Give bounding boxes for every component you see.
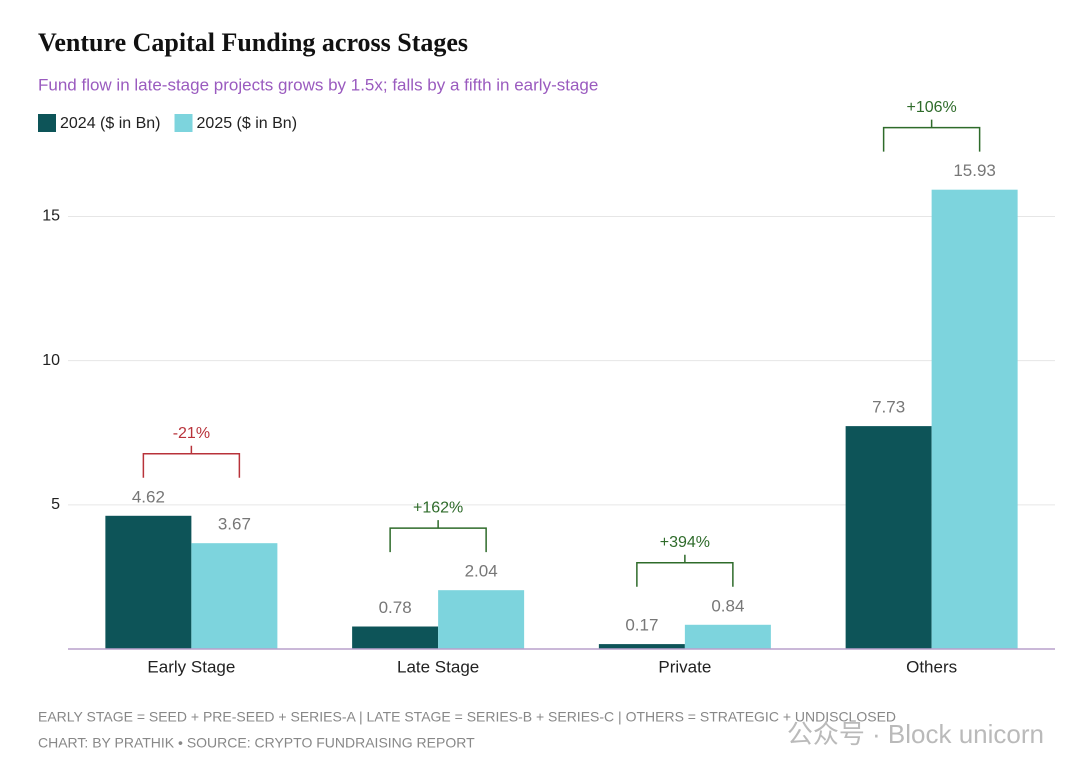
legend-label: 2025 ($ in Bn): [197, 115, 298, 132]
x-tick-label: Private: [658, 657, 711, 676]
chart-subtitle: Fund flow in late-stage projects grows b…: [38, 75, 598, 94]
bar: [191, 543, 278, 649]
bar: [845, 426, 932, 649]
y-tick-label: 15: [42, 208, 60, 225]
x-tick-label: Early Stage: [147, 657, 235, 676]
value-label: 4.62: [132, 487, 165, 506]
y-tick-label: 10: [42, 352, 60, 369]
bar: [598, 644, 685, 649]
bracket: [142, 445, 241, 478]
value-label: 0.78: [379, 598, 412, 617]
value-label: 2.04: [465, 562, 498, 581]
x-tick-label: Late Stage: [397, 657, 479, 676]
watermark: 公众号 · Block unicorn: [787, 719, 1044, 749]
annotation: +162%: [413, 499, 463, 516]
bracket: [389, 520, 487, 553]
footnote: EARLY STAGE = SEED + PRE-SEED + SERIES-A…: [38, 709, 896, 725]
value-label: 3.67: [218, 515, 251, 534]
bar: [105, 515, 192, 649]
x-tick-label: Others: [906, 657, 957, 676]
bracket: [882, 119, 981, 152]
footnote: CHART: BY PRATHIK • SOURCE: CRYPTO FUNDR…: [38, 735, 475, 751]
annotation: +394%: [660, 534, 710, 551]
legend-swatch: [174, 114, 193, 132]
value-label: 7.73: [872, 398, 905, 417]
annotation: +106%: [906, 99, 956, 116]
y-tick-label: 5: [51, 496, 60, 513]
legend-label: 2024 ($ in Bn): [60, 115, 161, 132]
value-label: 15.93: [953, 161, 996, 180]
chart-title: Venture Capital Funding across Stages: [38, 28, 468, 57]
bracket: [636, 554, 734, 587]
bar: [684, 624, 771, 649]
legend-swatch: [38, 114, 56, 132]
value-label: 0.84: [711, 596, 744, 615]
bar: [931, 189, 1018, 649]
value-label: 0.17: [625, 616, 658, 635]
bar: [438, 590, 525, 649]
annotation: -21%: [173, 425, 210, 442]
bar: [352, 626, 439, 649]
